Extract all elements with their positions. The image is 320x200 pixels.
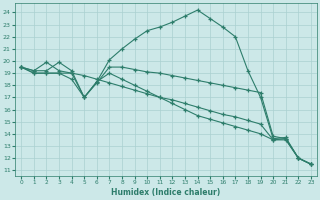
X-axis label: Humidex (Indice chaleur): Humidex (Indice chaleur) bbox=[111, 188, 221, 197]
